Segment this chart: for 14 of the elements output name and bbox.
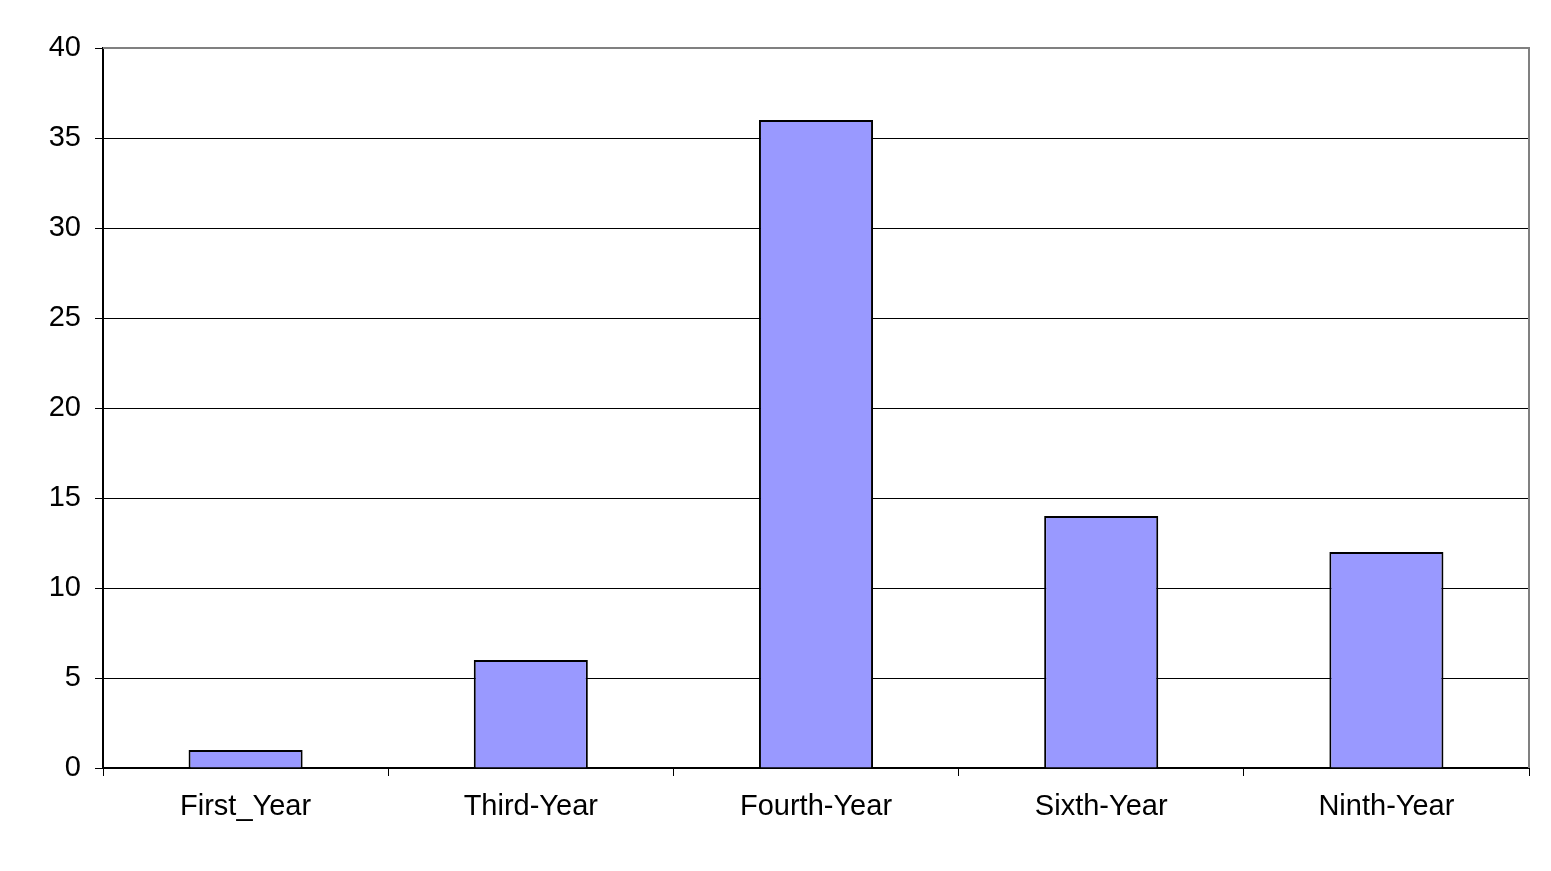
y-tick-label: 0 bbox=[64, 750, 81, 782]
y-tick-label: 20 bbox=[48, 390, 81, 422]
y-tick-label: 10 bbox=[48, 570, 81, 602]
x-tick-label: Ninth-Year bbox=[1318, 789, 1455, 822]
y-tick-label: 25 bbox=[48, 300, 81, 332]
y-tick-label: 35 bbox=[48, 120, 81, 152]
y-tick-label: 5 bbox=[64, 660, 81, 692]
y-tick-label: 30 bbox=[48, 210, 81, 242]
x-tick-label: Fourth-Year bbox=[739, 789, 893, 822]
x-tick-label: Sixth-Year bbox=[1034, 789, 1168, 822]
x-tick-label: First_Year bbox=[180, 789, 312, 822]
y-tick-label: 15 bbox=[48, 480, 81, 512]
y-tick-label: 40 bbox=[48, 30, 81, 62]
x-tick-label: Third-Year bbox=[463, 789, 599, 822]
